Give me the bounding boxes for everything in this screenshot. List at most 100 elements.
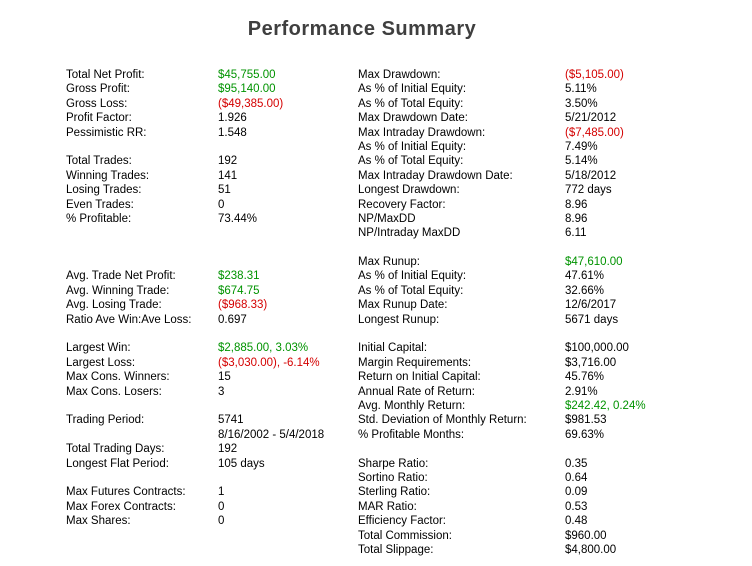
left-metric-value bbox=[218, 255, 358, 269]
right-metric-label: Recovery Factor: bbox=[358, 198, 446, 211]
right-metric-value: 32.66% bbox=[565, 284, 605, 297]
left-metric-label bbox=[66, 140, 218, 154]
right-metric-label: NP/MaxDD bbox=[358, 212, 416, 225]
right-metric-value: ($7,485.00) bbox=[565, 126, 624, 139]
left-metric-value bbox=[218, 543, 358, 557]
right-metric-label: % Profitable Months: bbox=[358, 428, 465, 441]
left-metric-value: 0 bbox=[218, 515, 225, 528]
left-metric-value: 192 bbox=[218, 443, 238, 456]
left-metric-value: 1.926 bbox=[218, 112, 247, 125]
left-metric-label: Gross Loss: bbox=[66, 97, 128, 110]
left-metric-label: Largest Win: bbox=[66, 342, 131, 355]
left-metric-value: 15 bbox=[218, 371, 231, 384]
left-metric-value: 1 bbox=[218, 486, 225, 499]
right-metric-value: $242.42, 0.24% bbox=[565, 399, 646, 412]
left-metric-label: Total Trading Days: bbox=[66, 443, 165, 456]
left-metric-label bbox=[66, 226, 218, 240]
left-metric-label bbox=[66, 543, 218, 557]
right-metric-label: Annual Rate of Return: bbox=[358, 385, 475, 398]
right-metric-value: 5.14% bbox=[565, 155, 598, 168]
right-metric-label: Sortino Ratio: bbox=[358, 471, 428, 484]
right-metric-value: 0.64 bbox=[565, 471, 588, 484]
left-metric-value bbox=[218, 471, 358, 485]
right-metric-value: 47.61% bbox=[565, 270, 605, 283]
left-metric-label: Losing Trades: bbox=[66, 184, 142, 197]
left-metric-label: Max Shares: bbox=[66, 515, 131, 528]
left-metric-label bbox=[66, 255, 218, 269]
left-metric-label bbox=[66, 471, 218, 485]
right-metric-value: 12/6/2017 bbox=[565, 299, 617, 312]
right-metric-label: Total Commission: bbox=[358, 529, 452, 542]
right-metric-value: ($5,105.00) bbox=[565, 69, 624, 81]
right-metric-label: Max Intraday Drawdown Date: bbox=[358, 169, 513, 182]
right-metric-label: Longest Drawdown: bbox=[358, 184, 460, 197]
left-metric-value: 192 bbox=[218, 155, 238, 168]
right-metric-label: Avg. Monthly Return: bbox=[358, 399, 466, 412]
left-metric-label: Max Futures Contracts: bbox=[66, 486, 186, 499]
left-metric-label: Longest Flat Period: bbox=[66, 457, 169, 470]
left-metric-label bbox=[66, 241, 218, 255]
left-metric-value: 73.44% bbox=[218, 212, 258, 225]
left-metric-value: 0 bbox=[218, 198, 225, 211]
right-metric-value: $3,716.00 bbox=[565, 356, 617, 369]
right-metric-value: 45.76% bbox=[565, 371, 605, 384]
left-metric-label: Avg. Losing Trade: bbox=[66, 299, 162, 312]
right-metric-value: $100,000.00 bbox=[565, 342, 629, 355]
left-metric-label: Largest Loss: bbox=[66, 356, 136, 369]
right-metric-label: Margin Requirements: bbox=[358, 356, 472, 369]
left-metric-label: Pessimistic RR: bbox=[66, 126, 147, 139]
left-metric-label: Max Forex Contracts: bbox=[66, 500, 176, 513]
right-metric-value: 3.50% bbox=[565, 97, 598, 110]
right-metric-label bbox=[358, 442, 565, 456]
right-metric-label: Max Runup: bbox=[358, 256, 421, 269]
left-metric-label: Total Net Profit: bbox=[66, 69, 145, 81]
summary-grid: Total Net Profit: $45,755.00 Max Drawdown:… bbox=[66, 68, 694, 557]
left-metric-value: 5741 bbox=[218, 414, 244, 427]
right-metric-value bbox=[565, 327, 694, 341]
left-metric-label: % Profitable: bbox=[66, 212, 132, 225]
right-metric-value: 8.96 bbox=[565, 198, 588, 211]
right-metric-label: Initial Capital: bbox=[358, 342, 428, 355]
left-metric-value: $674.75 bbox=[218, 284, 260, 297]
right-metric-label: As % of Total Equity: bbox=[358, 97, 464, 110]
right-metric-label: NP/Intraday MaxDD bbox=[358, 227, 461, 240]
left-metric-value bbox=[218, 327, 358, 341]
left-metric-label: Total Trades: bbox=[66, 155, 132, 168]
right-metric-value: 69.63% bbox=[565, 428, 605, 441]
left-metric-value: ($968.33) bbox=[218, 299, 268, 312]
left-metric-label bbox=[66, 399, 218, 413]
left-metric-label: Max Cons. Losers: bbox=[66, 385, 162, 398]
left-metric-value: $45,755.00 bbox=[218, 69, 276, 81]
right-metric-label: As % of Initial Equity: bbox=[358, 140, 467, 153]
right-metric-value: 5/21/2012 bbox=[565, 112, 617, 125]
left-metric-value bbox=[218, 226, 358, 240]
left-metric-value: $95,140.00 bbox=[218, 83, 276, 96]
right-metric-label: Max Drawdown: bbox=[358, 69, 441, 81]
right-metric-value: $4,800.00 bbox=[565, 543, 617, 556]
left-metric-value: ($3,030.00), -6.14% bbox=[218, 356, 320, 369]
left-metric-label: Profit Factor: bbox=[66, 112, 132, 125]
right-metric-value: $47,610.00 bbox=[565, 256, 623, 269]
left-metric-value: 0.697 bbox=[218, 313, 247, 326]
right-metric-value: 8.96 bbox=[565, 212, 588, 225]
left-metric-label: Even Trades: bbox=[66, 198, 134, 211]
left-metric-value bbox=[218, 241, 358, 255]
left-metric-value: 1.548 bbox=[218, 126, 247, 139]
right-metric-label: Return on Initial Capital: bbox=[358, 371, 481, 384]
left-metric-value: 8/16/2002 - 5/4/2018 bbox=[218, 428, 325, 441]
right-metric-value: $981.53 bbox=[565, 414, 607, 427]
left-metric-label: Gross Profit: bbox=[66, 83, 130, 96]
right-metric-value: $960.00 bbox=[565, 529, 607, 542]
left-metric-label: Max Cons. Winners: bbox=[66, 371, 170, 384]
right-metric-label: As % of Total Equity: bbox=[358, 155, 464, 168]
right-metric-value: 772 days bbox=[565, 184, 612, 197]
right-metric-label: Longest Runup: bbox=[358, 313, 440, 326]
report-title: Performance Summary bbox=[247, 18, 477, 40]
left-metric-value: 141 bbox=[218, 169, 238, 182]
left-metric-value bbox=[218, 399, 358, 413]
left-metric-value: $238.31 bbox=[218, 270, 260, 283]
left-metric-value: $2,885.00, 3.03% bbox=[218, 342, 309, 355]
right-metric-value: 7.49% bbox=[565, 140, 598, 153]
left-metric-value: 3 bbox=[218, 385, 225, 398]
